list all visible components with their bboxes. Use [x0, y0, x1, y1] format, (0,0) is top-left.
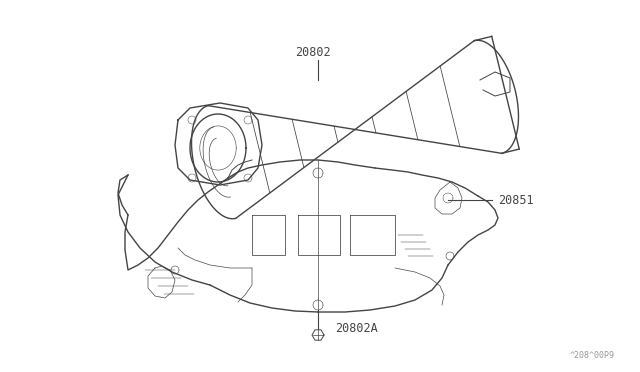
Text: 20802: 20802: [295, 45, 331, 58]
Text: ^208^00P9: ^208^00P9: [570, 351, 615, 360]
Text: 20802A: 20802A: [335, 321, 378, 334]
Text: 20851: 20851: [498, 193, 534, 206]
